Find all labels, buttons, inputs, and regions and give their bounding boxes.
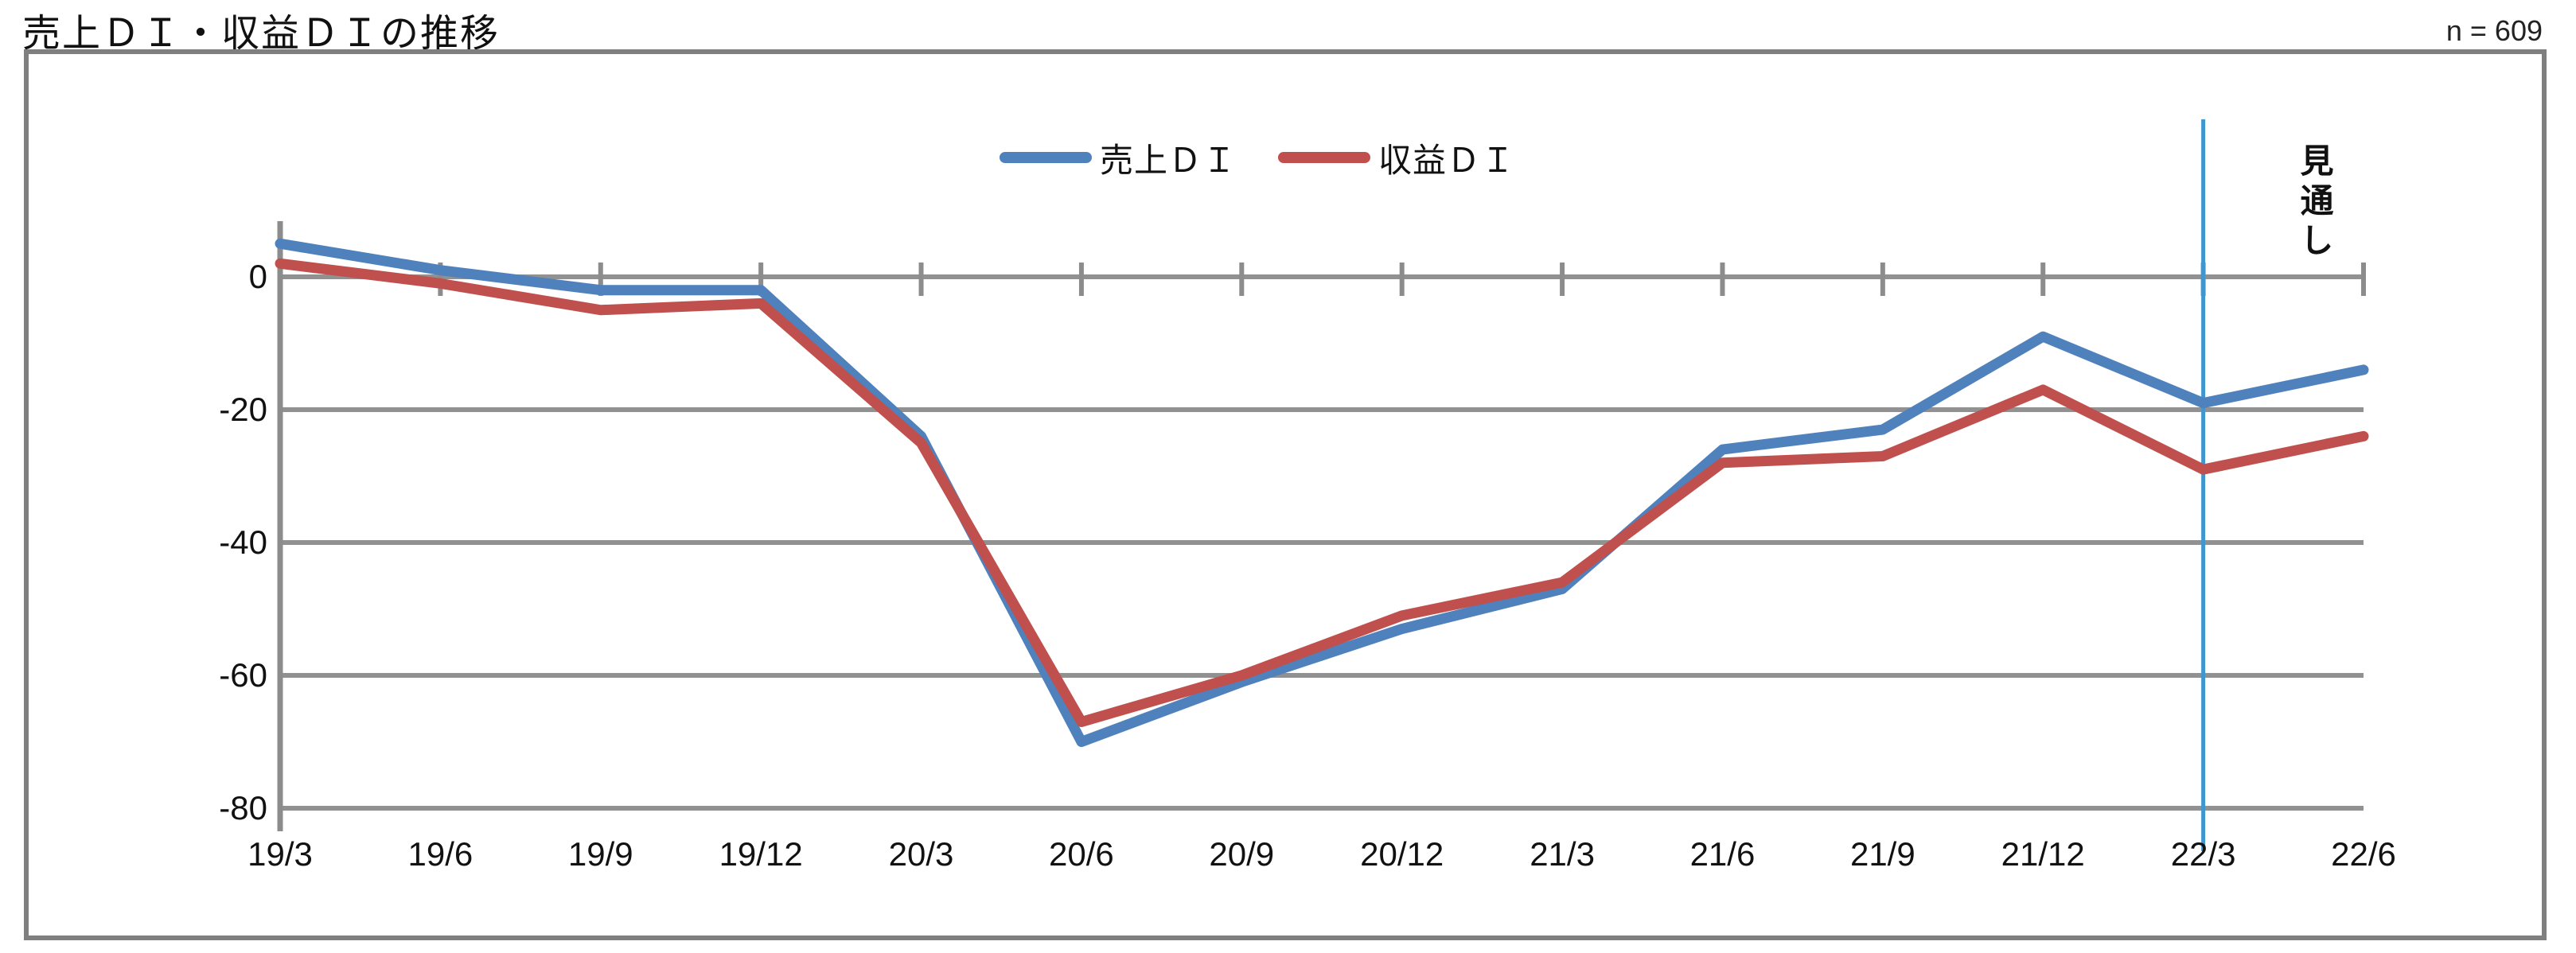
legend-item-sales: 売上ＤＩ — [999, 134, 1237, 182]
x-axis-tick-label: 21/12 — [2001, 835, 2085, 873]
x-axis-tick-label: 19/12 — [719, 835, 803, 873]
chart-frame — [24, 49, 2547, 940]
legend-label-profit: 収益ＤＩ — [1378, 141, 1516, 179]
chart-title: 売上ＤＩ・収益ＤＩの推移 — [22, 13, 501, 55]
x-axis-tick-label: 20/9 — [1209, 835, 1275, 873]
x-axis-tick-label: 20/6 — [1049, 835, 1114, 873]
forecast-label: 見通し — [2296, 143, 2333, 263]
x-axis-tick-label: 22/3 — [2170, 835, 2236, 873]
y-axis-tick-label: -40 — [219, 523, 267, 561]
x-axis-tick-label: 19/9 — [567, 835, 633, 873]
y-axis-tick-label: -20 — [219, 391, 267, 428]
legend-label-sales: 売上ＤＩ — [1099, 141, 1237, 179]
x-axis-tick-label: 22/6 — [2331, 835, 2396, 873]
x-axis-tick-label: 19/3 — [247, 835, 313, 873]
y-axis-tick-label: -60 — [219, 656, 267, 694]
x-axis-tick-label: 20/12 — [1360, 835, 1444, 873]
legend: 売上ＤＩ 収益ＤＩ — [999, 134, 1515, 182]
profit-line-swatch-icon — [1278, 152, 1370, 163]
y-axis-tick-label: -80 — [219, 789, 267, 827]
sample-size-label: n = 609 — [2445, 14, 2543, 47]
x-axis-tick-label: 20/3 — [888, 835, 954, 873]
legend-item-profit: 収益ＤＩ — [1278, 134, 1515, 182]
x-axis-tick-label: 21/6 — [1689, 835, 1756, 873]
sales-line-swatch-icon — [999, 152, 1092, 163]
x-axis-tick-label: 21/9 — [1849, 835, 1915, 873]
x-axis-tick-label: 19/6 — [407, 835, 474, 873]
y-axis-tick-label: 0 — [248, 258, 267, 295]
x-axis-tick-label: 21/3 — [1530, 835, 1595, 873]
